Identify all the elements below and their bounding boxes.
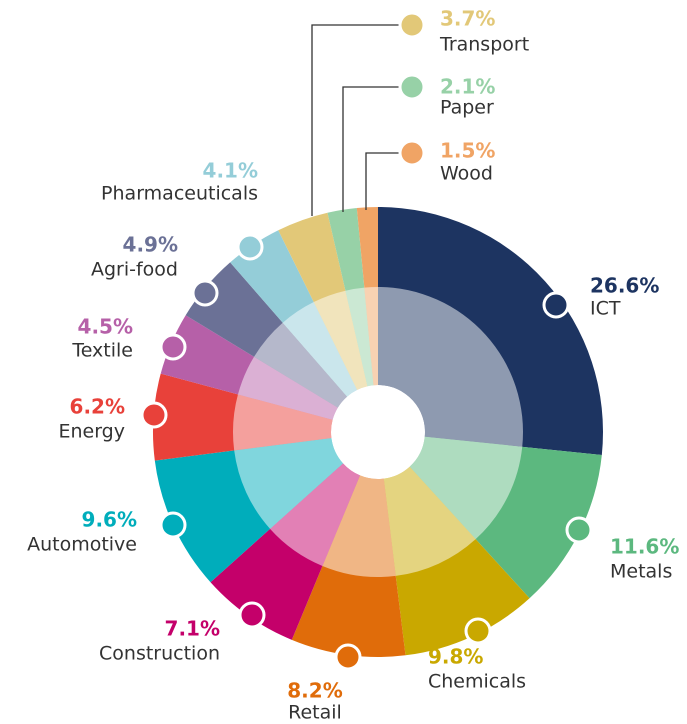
- value-label: 26.6%: [590, 274, 659, 298]
- marker: [398, 11, 426, 39]
- inner-ring: [364, 287, 378, 386]
- marker: [398, 73, 426, 101]
- inner-ring: [313, 290, 368, 390]
- inner-ring: [234, 437, 344, 529]
- inner-ring: [378, 287, 523, 447]
- value-label: 2.1%: [440, 75, 495, 99]
- category-label: Automotive: [27, 534, 137, 556]
- category-label: Chemicals: [428, 671, 526, 693]
- inner-ring: [345, 287, 374, 387]
- category-label: Pharmaceuticals: [101, 183, 258, 205]
- value-label: 11.6%: [610, 535, 679, 559]
- value-label: 9.6%: [82, 508, 137, 532]
- inner-ring: [270, 463, 360, 566]
- category-label: Wood: [440, 163, 493, 185]
- marker: [159, 511, 187, 539]
- leader-line: [311, 24, 412, 216]
- marker: [334, 643, 362, 671]
- category-label: Transport: [439, 34, 529, 56]
- value-label: 7.1%: [165, 617, 220, 641]
- category-label: ICT: [590, 298, 621, 320]
- leader-line: [365, 152, 412, 210]
- marker: [191, 279, 219, 307]
- category-label: Metals: [610, 561, 672, 583]
- inner-ring: [237, 356, 338, 420]
- inner-ring: [409, 436, 523, 540]
- value-label: 8.2%: [287, 679, 342, 703]
- category-label: Construction: [99, 643, 220, 665]
- marker: [236, 233, 264, 261]
- marker: [238, 601, 266, 629]
- marker: [140, 401, 168, 429]
- value-label: 6.2%: [70, 395, 125, 419]
- inner-ring: [233, 394, 333, 451]
- marker: [542, 291, 570, 319]
- value-label: 3.7%: [440, 7, 495, 31]
- marker: [159, 333, 187, 361]
- value-label: 4.9%: [123, 233, 178, 257]
- category-label: Energy: [58, 421, 125, 443]
- inner-ring: [254, 322, 348, 408]
- value-label: 9.8%: [428, 645, 483, 669]
- leader-line: [342, 86, 412, 212]
- category-label: Agri-food: [91, 259, 178, 281]
- marker: [398, 139, 426, 167]
- value-label: 1.5%: [440, 139, 495, 163]
- category-label: Textile: [71, 340, 133, 362]
- marker: [565, 516, 593, 544]
- value-label: 4.5%: [78, 315, 133, 339]
- inner-ring: [282, 302, 358, 397]
- inner-ring: [322, 475, 396, 577]
- category-label: Paper: [440, 97, 494, 119]
- value-label: 4.1%: [203, 159, 258, 183]
- marker: [464, 617, 492, 645]
- inner-ring: [383, 466, 476, 576]
- category-label: Retail: [288, 702, 342, 724]
